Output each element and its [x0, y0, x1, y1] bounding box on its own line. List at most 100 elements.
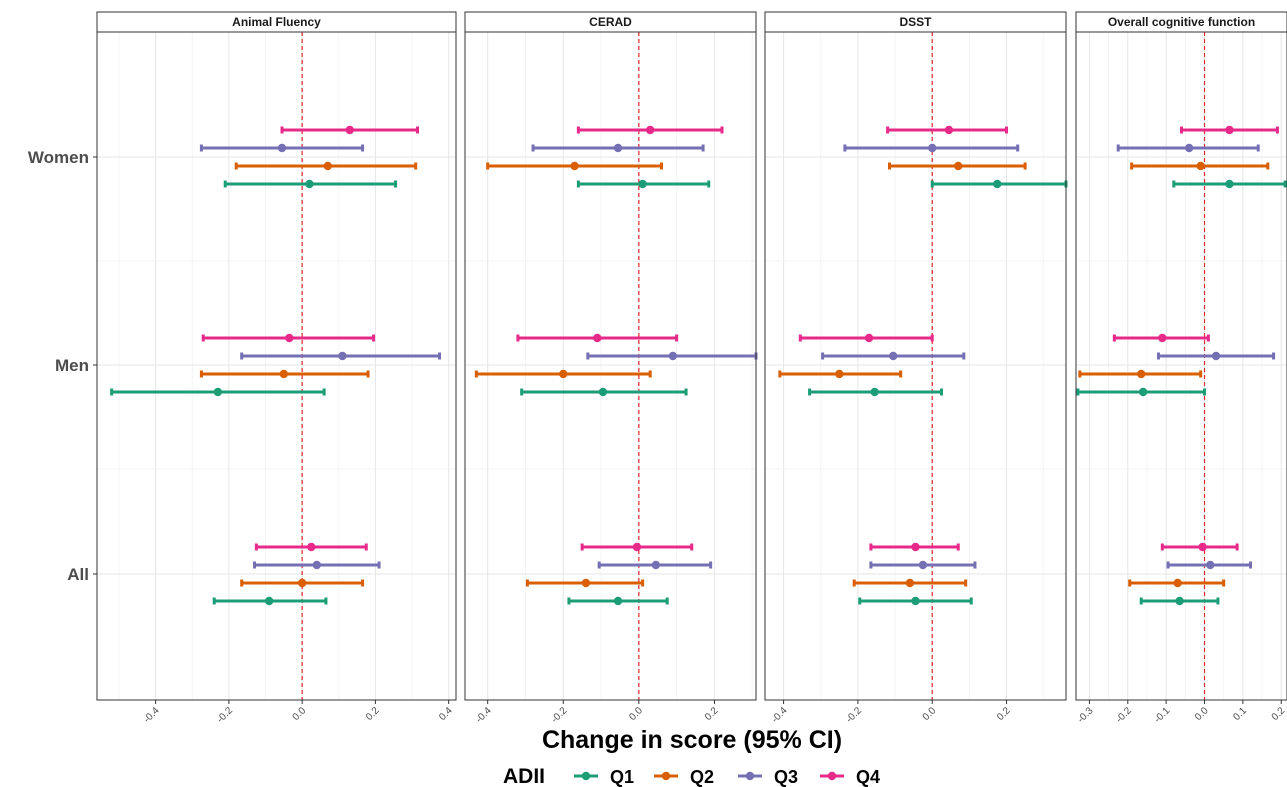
- point-estimate: [1225, 179, 1234, 189]
- point-estimate: [570, 161, 579, 171]
- estimate-women-q4: [1180, 125, 1279, 135]
- legend: ADII Q1 Q2 Q3 Q4: [503, 765, 880, 787]
- x-tick-label: -0.2: [215, 705, 235, 725]
- estimate-men-q2: [1078, 369, 1203, 379]
- point-estimate: [323, 161, 332, 171]
- panel-4: Overall cognitive function -0.3 -0.2 -0.1 0.…: [1075, 11, 1287, 725]
- y-label-all: All: [67, 565, 89, 584]
- x-tick-label: 0.2: [364, 705, 382, 723]
- point-estimate: [944, 125, 954, 135]
- point-estimate: [345, 125, 354, 135]
- legend-label: Q2: [690, 767, 714, 787]
- legend-entry-q4: Q4: [820, 767, 880, 787]
- estimate-men-q4: [1112, 333, 1210, 343]
- legend-label: Q3: [774, 767, 798, 787]
- estimate-men-q2: [778, 369, 903, 379]
- estimate-women-q1: [223, 179, 398, 189]
- estimate-all-q4: [580, 542, 694, 552]
- point-estimate: [297, 578, 307, 588]
- estimate-men-q1: [1076, 387, 1207, 397]
- x-tick-label: 0.1: [1231, 705, 1249, 723]
- estimate-women-q1: [576, 179, 711, 189]
- point-estimate: [1175, 596, 1184, 606]
- x-tick-label: 0.2: [1270, 705, 1287, 723]
- panel-3: DSST -0.4 -0.2 0.0 0.2: [764, 11, 1068, 725]
- point-estimate: [954, 161, 963, 171]
- estimate-men-q4: [201, 333, 376, 343]
- estimate-women-q3: [199, 143, 365, 153]
- point-estimate: [613, 143, 623, 153]
- estimate-all-q3: [869, 560, 977, 570]
- legend-entry-q2: Q2: [654, 767, 714, 787]
- panel-title: Animal Fluency: [232, 15, 321, 29]
- panel-title: Overall cognitive function: [1108, 15, 1255, 29]
- estimate-women-q3: [531, 143, 705, 153]
- point-estimate: [928, 143, 937, 153]
- estimate-men-q2: [474, 369, 652, 379]
- estimate-women-q4: [576, 125, 724, 135]
- point-estimate: [1173, 578, 1182, 588]
- point-estimate: [307, 542, 316, 552]
- x-tick-label: -0.2: [1114, 705, 1134, 725]
- estimate-all-q1: [567, 596, 669, 606]
- estimate-men-q3: [821, 351, 966, 361]
- panel-title: DSST: [899, 15, 932, 29]
- point-estimate: [613, 596, 623, 606]
- panels-layer: Animal Fluency -0.4 -0.2 0.0 0.2 0.4 CERAD -0.4…: [96, 11, 1287, 725]
- y-axis-labels: Women Men All: [28, 148, 97, 584]
- x-tick-label: 0.2: [703, 705, 721, 723]
- estimate-all-q2: [852, 578, 968, 588]
- point-estimate: [870, 387, 879, 397]
- point-estimate: [593, 333, 602, 343]
- estimate-men-q3: [1156, 351, 1276, 361]
- strip-background: [96, 11, 457, 33]
- estimate-all-q4: [869, 542, 960, 552]
- estimate-all-q3: [1166, 560, 1253, 570]
- legend-key-point: [827, 771, 837, 781]
- point-estimate: [1196, 161, 1205, 171]
- estimate-men-q3: [586, 351, 758, 361]
- x-tick-label: -0.2: [549, 705, 569, 725]
- strip-background: [1075, 11, 1287, 33]
- point-estimate: [581, 578, 591, 588]
- x-tick-label: 0.4: [437, 705, 455, 723]
- x-tick-label: -0.2: [844, 705, 864, 725]
- point-estimate: [338, 351, 347, 361]
- estimate-women-q4: [886, 125, 1009, 135]
- estimate-all-q2: [1128, 578, 1226, 588]
- x-tick-label: -0.4: [474, 705, 494, 725]
- point-estimate: [305, 179, 314, 189]
- point-estimate: [1206, 560, 1215, 570]
- y-label-women: Women: [28, 148, 89, 167]
- x-axis-title: Change in score (95% CI): [542, 726, 842, 754]
- estimate-all-q1: [212, 596, 328, 606]
- estimate-men-q4: [516, 333, 679, 343]
- point-estimate: [651, 560, 661, 570]
- point-estimate: [1158, 333, 1167, 343]
- panel-title: CERAD: [589, 15, 632, 29]
- estimate-women-q2: [486, 161, 664, 171]
- estimate-men-q1: [110, 387, 326, 397]
- estimate-women-q4: [280, 125, 420, 135]
- legend-key-point: [581, 771, 591, 781]
- panel-background: [1076, 32, 1287, 700]
- legend-key-point: [661, 771, 671, 781]
- point-estimate: [668, 351, 678, 361]
- point-estimate: [264, 596, 274, 606]
- estimate-men-q2: [199, 369, 370, 379]
- x-tick-label: 0.0: [1193, 705, 1211, 723]
- estimate-all-q1: [1139, 596, 1220, 606]
- estimate-all-q3: [253, 560, 381, 570]
- panel-background: [97, 32, 456, 700]
- estimate-men-q1: [808, 387, 944, 397]
- point-estimate: [889, 351, 898, 361]
- x-tick-label: 0.0: [291, 705, 309, 723]
- estimate-all-q2: [525, 578, 645, 588]
- point-estimate: [638, 179, 647, 189]
- strip-background: [764, 11, 1067, 33]
- y-label-men: Men: [55, 356, 89, 375]
- legend-entry-q1: Q1: [574, 767, 634, 787]
- estimate-women-q3: [1116, 143, 1260, 153]
- legend-label: Q4: [856, 767, 880, 787]
